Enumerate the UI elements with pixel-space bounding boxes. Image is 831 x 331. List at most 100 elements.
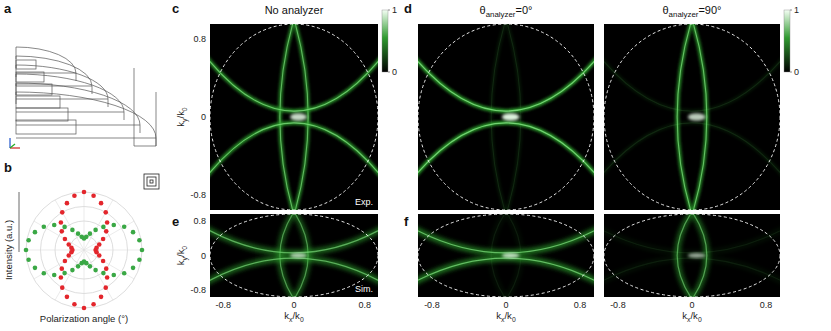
layer-arc [16, 65, 108, 99]
horizontal-band [210, 123, 378, 178]
layer-edge [16, 86, 92, 87]
layer-box [16, 108, 68, 121]
frame-line [134, 68, 156, 146]
inset-square [144, 174, 159, 189]
tick-label: 0.8 [193, 216, 206, 226]
grid-spoke [34, 250, 84, 279]
layer-edge [16, 99, 108, 100]
image-ground [604, 24, 780, 210]
text-part: =0° [516, 4, 533, 16]
intensity-axis-line [19, 192, 20, 252]
layer-side [92, 86, 93, 94]
polar-point [101, 225, 106, 230]
tick-label: 0 [201, 251, 206, 261]
polar-point [82, 190, 87, 195]
layer-edge [16, 125, 140, 126]
polar-point [76, 231, 81, 236]
panel-title: θanalyzer=90° [662, 4, 721, 19]
horizontal-band-glow [418, 228, 594, 252]
polar-point [60, 210, 65, 215]
colorbar [382, 10, 388, 72]
horizontal-band-glow [604, 123, 780, 178]
horizontal-band-glow [210, 258, 378, 282]
triad-y [10, 144, 15, 148]
polar-point [82, 306, 87, 311]
center-spot [502, 113, 520, 120]
tick-label: -0.8 [424, 300, 440, 310]
horizontal-band-glow [210, 56, 378, 111]
layer-arc [16, 74, 124, 112]
polar-point [103, 285, 108, 290]
layer-arc [16, 56, 92, 86]
polar-point [99, 295, 104, 300]
grid-spoke [84, 250, 113, 300]
panel-letter: e [172, 214, 179, 229]
tick-label: 0 [503, 300, 508, 310]
na-circle [418, 24, 594, 210]
text-part: 0 [181, 246, 188, 250]
axis-title: Polarization angle (°) [40, 313, 128, 324]
horizontal-band [604, 258, 780, 282]
colorbar-label: 0 [392, 67, 397, 77]
image-panel [210, 24, 378, 210]
polar-point [59, 275, 64, 280]
layer-box [16, 60, 36, 69]
layer-edge [16, 73, 76, 74]
polar-point [137, 238, 142, 243]
tick-label: -0.8 [190, 190, 206, 200]
panel-title: θanalyzer=0° [480, 4, 533, 19]
polar-point [52, 223, 57, 228]
image-ground [418, 24, 594, 210]
horizontal-band [604, 123, 780, 178]
polar-point [26, 238, 31, 243]
axis-title: Intensity (a.u.) [3, 220, 14, 280]
structure-drawing [16, 47, 156, 146]
tick-label: 0.8 [574, 300, 587, 310]
colorbar-label: 1 [794, 5, 799, 15]
panel-letter: c [172, 1, 179, 16]
polar-point [26, 257, 31, 262]
grid-circle [26, 192, 142, 308]
polar-point [104, 266, 109, 271]
polar-point [70, 228, 75, 233]
polar-point [105, 275, 110, 280]
polar-point [101, 271, 106, 276]
na-circle [418, 214, 594, 297]
polar-point [70, 268, 75, 273]
grid-spoke [55, 250, 84, 300]
horizontal-band [210, 228, 378, 252]
polar-point [33, 230, 38, 235]
inset-square [150, 180, 153, 183]
polar-point [97, 242, 102, 247]
polar-point [122, 225, 127, 230]
colorbar-tick [790, 72, 792, 73]
panel-title: No analyzer [265, 4, 324, 16]
na-circle [210, 214, 378, 297]
polar-point [99, 201, 104, 206]
colorbar-tick [388, 72, 390, 73]
text-part: 0 [512, 316, 516, 323]
polar-point [131, 230, 136, 235]
text-part: 0 [698, 316, 702, 323]
na-circle [604, 24, 780, 210]
inset-square [147, 177, 156, 186]
grid-spoke [84, 200, 113, 250]
text-part: =90° [698, 4, 721, 16]
horizontal-band-glow [418, 123, 594, 178]
panel-letter: f [404, 214, 409, 229]
grid-spoke [84, 221, 134, 250]
tick-label: 0 [689, 300, 694, 310]
polar-point [62, 271, 67, 276]
tick-label: 0.8 [358, 300, 371, 310]
horizontal-band [418, 228, 594, 252]
text-part: 0 [181, 107, 188, 111]
horizontal-band-glow [418, 258, 594, 282]
polar-point [62, 225, 67, 230]
layer-box [16, 96, 60, 108]
image-ground [210, 24, 378, 210]
horizontal-band-glow [604, 228, 780, 252]
image-panel [604, 24, 780, 210]
polar-point [60, 285, 65, 290]
polar-point [101, 237, 106, 242]
layer-box [16, 72, 44, 82]
